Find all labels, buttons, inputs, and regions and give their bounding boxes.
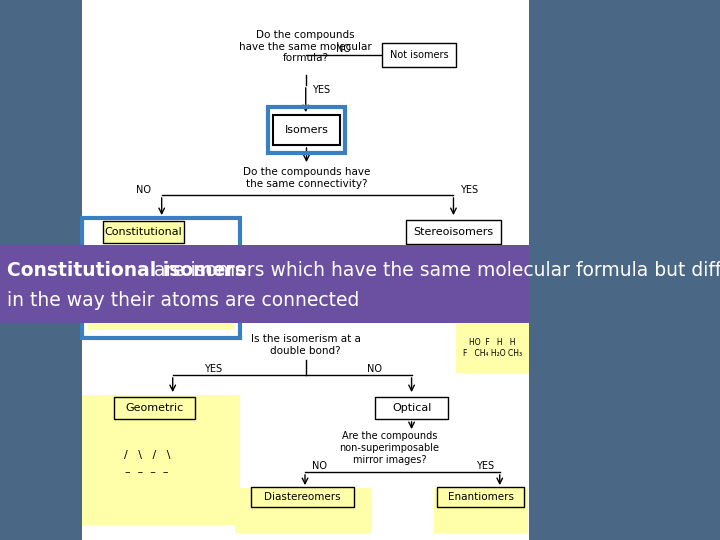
Text: Enantiomers: Enantiomers (448, 492, 513, 502)
Text: Constitutional: Constitutional (104, 227, 182, 237)
Text: YES: YES (505, 287, 523, 297)
Text: HO  F   H   H
F   CH₄ H₂O CH₃: HO F H H F CH₄ H₂O CH₃ (463, 338, 522, 357)
Text: Are the compounds
non-superimposable
mirror images?: Are the compounds non-superimposable mir… (340, 431, 439, 464)
Bar (405, 220, 501, 244)
Text: Geometric: Geometric (125, 403, 184, 413)
Text: Diastereomers: Diastereomers (264, 492, 341, 502)
Bar (82, 0, 529, 540)
Text: Constitutional isomers: Constitutional isomers (7, 260, 246, 280)
Text: Isomers: Isomers (284, 125, 328, 135)
Text: in the way their atoms are connected: in the way their atoms are connected (7, 291, 360, 309)
Text: Is the isomerism at a
double bond?: Is the isomerism at a double bond? (251, 334, 361, 356)
Bar (88, 252, 235, 330)
Text: NO: NO (336, 44, 351, 54)
Text: Do the compounds
have the same molecular
formula?: Do the compounds have the same molecular… (239, 30, 372, 63)
Bar (114, 397, 195, 419)
Bar (103, 221, 184, 243)
Bar (82, 395, 240, 525)
Bar (456, 323, 529, 373)
Bar (437, 487, 524, 507)
Text: NO: NO (136, 185, 150, 195)
Text: Not isomers: Not isomers (390, 50, 449, 60)
Bar (82, 323, 529, 540)
Bar (235, 488, 371, 533)
Text: Do the compounds have
the same connectivity?: Do the compounds have the same connectiv… (243, 167, 370, 189)
Bar (251, 487, 354, 507)
Bar (375, 397, 449, 419)
Text: are isomers which have the same molecular formula but differ: are isomers which have the same molecula… (148, 260, 720, 280)
Text: structural formulas: structural formulas (107, 286, 187, 294)
Text: YES: YES (460, 185, 478, 195)
Bar (433, 488, 528, 533)
Text: Stereoisomers: Stereoisomers (413, 227, 493, 237)
Text: YES: YES (312, 85, 330, 95)
Text: NO: NO (367, 364, 382, 374)
Bar (274, 115, 340, 145)
Bar (82, 218, 240, 338)
Bar (382, 43, 456, 67)
Text: YES: YES (476, 461, 494, 471)
Bar (0, 245, 529, 323)
Text: YES: YES (204, 364, 222, 374)
Text: NO: NO (312, 461, 327, 471)
Bar (268, 107, 346, 153)
Text: –  –  –  –: – – – – (125, 467, 168, 477)
Text: /   \   /   \: / \ / \ (124, 450, 170, 460)
Text: NO: NO (330, 287, 346, 297)
Text: Optical: Optical (392, 403, 431, 413)
Text: Can the compounds be
interconverted by rotation
about single bonds?: Can the compounds be interconverted by r… (362, 259, 490, 292)
